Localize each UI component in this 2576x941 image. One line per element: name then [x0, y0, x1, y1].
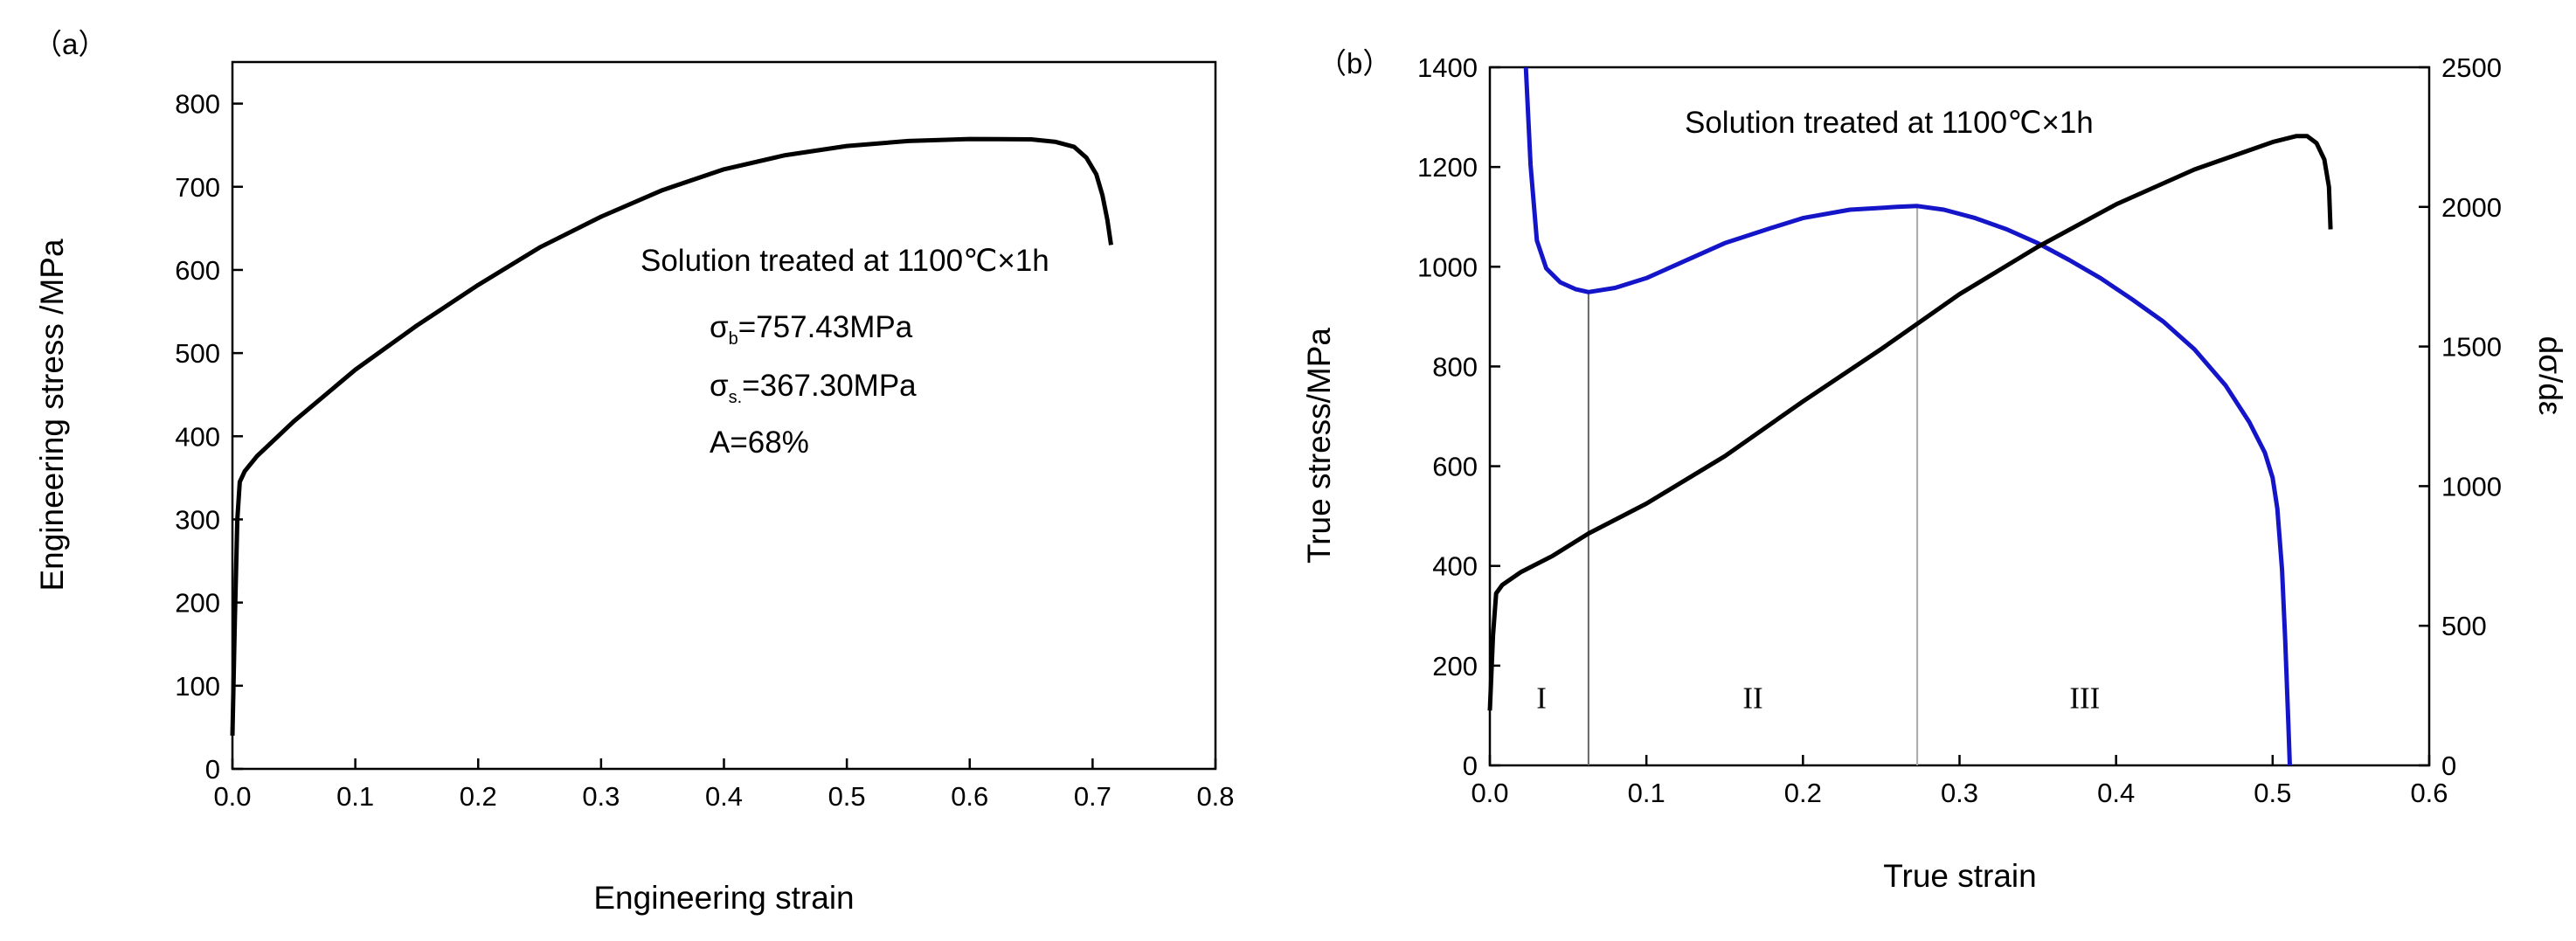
panel-a-y-tick-label: 400: [175, 421, 220, 452]
panel-b-left-y-tick-label: 1000: [1417, 252, 1478, 282]
panel-b-x-axis-title: True strain: [1883, 858, 2036, 894]
panel-b-region-label: III: [2069, 681, 2100, 715]
panel-a-x-tick-label: 0.7: [1074, 781, 1111, 812]
panel-a-y-axis: 0 100 200 300 400 500 600 700 800: [175, 89, 243, 785]
panel-b-left-y-tick-label: 600: [1432, 452, 1478, 482]
panel-a-y-tick-label: 0: [205, 754, 220, 785]
panel-b-true-stress-curve: [1487, 134, 2333, 711]
panel-a-y-tick-label: 300: [175, 504, 220, 535]
panel-b-left-y-tick-label: 800: [1432, 351, 1478, 382]
panel-b-plot-frame: [1488, 66, 2431, 767]
panel-a-y-tick-label: 100: [175, 671, 220, 702]
panel-b-right-y-tick-label: 2500: [2441, 52, 2502, 83]
panel-a-x-tick-label: 0.2: [460, 781, 497, 812]
panel-b-right-y-axis-title: dσ/dε: [2532, 336, 2568, 416]
panel-b-right-y-tick-label: 1500: [2441, 332, 2502, 363]
panel-a-x-tick-label: 0.0: [213, 781, 251, 812]
panel-b-right-y-tick-label: 2000: [2441, 192, 2502, 223]
panel-a-annotation-ultimate-strength: σb=757.43MPa: [710, 310, 913, 349]
panel-b-right-y-tick-label: 500: [2441, 611, 2487, 641]
panel-b: （b） 0.0 0.1 0.2 0.3 0.4 0.5 0.6 0 200 400 600 800 1…: [1301, 47, 2568, 894]
panel-b-right-y-tick-label: 0: [2441, 751, 2456, 781]
panel-b-left-y-tick-label: 1200: [1417, 152, 1478, 183]
panel-b-x-tick-label: 0.5: [2254, 778, 2291, 808]
panel-a-y-tick-label: 200: [175, 588, 220, 619]
panel-a-x-tick-label: 0.6: [951, 781, 988, 812]
panel-b-x-tick-label: 0.4: [2097, 778, 2135, 808]
panel-a-annotation-heading: Solution treated at 1100℃×1h: [641, 244, 1049, 278]
panel-b-left-y-tick-label: 1400: [1417, 52, 1478, 83]
panel-b-region-labels: I II III: [1536, 681, 2100, 715]
panel-a-y-tick-label: 500: [175, 338, 220, 369]
panel-a-x-tick-label: 0.1: [336, 781, 374, 812]
panel-a-x-tick-label: 0.5: [828, 781, 866, 812]
panel-b-x-tick-label: 0.0: [1471, 778, 1508, 808]
panel-a-x-axis-title: Engineering strain: [593, 880, 854, 916]
panel-a-annotation-yield-strength: σs.=367.30MPa: [710, 369, 917, 407]
panel-a-x-tick-label: 0.8: [1196, 781, 1234, 812]
panel-a-x-tick-label: 0.4: [705, 781, 743, 812]
panel-b-left-y-axis-title: True stress/MPa: [1301, 328, 1337, 564]
panel-b-x-tick-label: 0.2: [1784, 778, 1822, 808]
panel-b-right-y-tick-label: 1000: [2441, 471, 2502, 502]
panel-a-annotation-elongation: A=68%: [710, 426, 809, 460]
panel-b-left-y-tick-label: 0: [1463, 751, 1478, 781]
panel-a-stress-strain-curve: [230, 136, 1113, 736]
panel-b-x-axis: 0.0 0.1 0.2 0.3 0.4 0.5 0.6: [1471, 755, 2448, 808]
panel-a: （a） 0.0 0.1 0.2 0.3 0.4 0.5 0.6 0.7 0.8 0 100 200 3…: [33, 28, 1235, 916]
panel-b-label: （b）: [1318, 47, 1391, 80]
panel-a-y-tick-label: 800: [175, 89, 220, 120]
panel-a-y-tick-label: 600: [175, 255, 220, 286]
panel-b-annotation-heading: Solution treated at 1100℃×1h: [1685, 106, 2094, 140]
panel-b-hardening-rate-curve: [1523, 66, 2292, 766]
panel-b-x-tick-label: 0.3: [1941, 778, 1978, 808]
panel-b-left-y-tick-label: 400: [1432, 551, 1478, 582]
panel-b-left-y-tick-label: 200: [1432, 651, 1478, 682]
panel-a-y-tick-label: 700: [175, 172, 220, 203]
panel-b-x-tick-label: 0.6: [2410, 778, 2448, 808]
panel-a-x-axis: 0.0 0.1 0.2 0.3 0.4 0.5 0.6 0.7 0.8: [213, 758, 1235, 812]
panel-b-right-y-axis: 0 500 1000 1500 2000 2500: [2419, 52, 2502, 781]
panel-b-region-boundaries: [1587, 205, 1919, 765]
panel-a-x-tick-label: 0.3: [582, 781, 620, 812]
panel-b-region-label: II: [1742, 681, 1762, 715]
panel-b-x-tick-label: 0.1: [1628, 778, 1665, 808]
panel-a-label: （a）: [33, 28, 107, 60]
panel-a-y-axis-title: Engineering stress /MPa: [34, 239, 70, 592]
panel-b-left-y-axis: 0 200 400 600 800 1000 1200 1400: [1417, 52, 1500, 781]
panel-b-region-label: I: [1536, 681, 1547, 715]
